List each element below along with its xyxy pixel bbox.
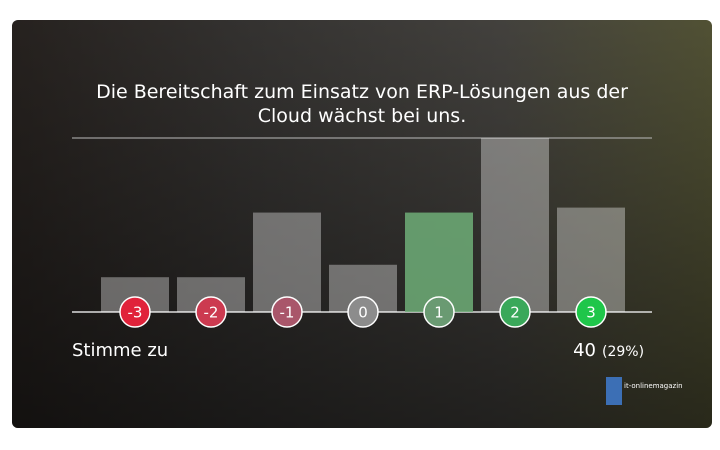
option-marker bbox=[271, 296, 303, 328]
highlight-count: 40 bbox=[573, 340, 596, 361]
panel-shade bbox=[12, 20, 712, 428]
option-marker bbox=[195, 296, 227, 328]
bar bbox=[557, 207, 625, 312]
option-marker bbox=[575, 296, 607, 328]
logo-icon bbox=[606, 377, 622, 405]
option-marker bbox=[499, 296, 531, 328]
bar bbox=[481, 138, 549, 312]
option-marker bbox=[423, 296, 455, 328]
option-label: -3 bbox=[128, 304, 143, 322]
option-marker bbox=[347, 296, 379, 328]
option-label: 2 bbox=[510, 304, 520, 322]
bar bbox=[253, 212, 321, 312]
option-label: 3 bbox=[586, 304, 596, 322]
option-label: -1 bbox=[280, 304, 295, 322]
highlight-label: Stimme zu bbox=[72, 340, 168, 361]
brand: it-onlinemagazin bbox=[624, 382, 683, 390]
highlight-share: (29%) bbox=[602, 344, 644, 360]
option-marker bbox=[119, 296, 151, 328]
option-label: 0 bbox=[358, 304, 368, 322]
bar bbox=[405, 212, 473, 312]
option-label: 1 bbox=[434, 304, 444, 322]
question-title: Die Bereitschaft zum Einsatz von ERP-Lös… bbox=[96, 81, 628, 127]
option-label: -2 bbox=[204, 304, 219, 322]
